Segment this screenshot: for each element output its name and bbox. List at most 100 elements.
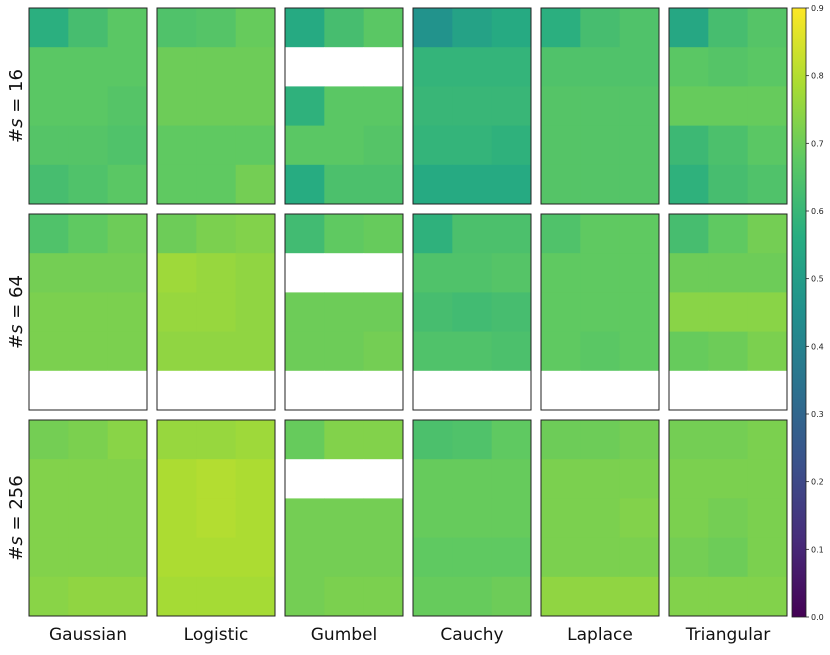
heatmap-cell (619, 576, 660, 617)
heatmap-cell (452, 331, 493, 372)
heatmap-cell (363, 292, 404, 332)
heatmap-cell (541, 292, 581, 332)
heatmap-cell (29, 576, 69, 617)
column-label: Gumbel (311, 625, 377, 645)
column-label: Laplace (567, 625, 633, 645)
heatmap-cell (29, 125, 69, 166)
heatmap-cell (324, 459, 365, 499)
heatmap-cell (491, 253, 532, 293)
heatmap-cell (541, 537, 581, 578)
heatmap-cell (107, 8, 148, 48)
heatmap-cell (580, 537, 621, 578)
heatmap-panel (540, 419, 660, 617)
heatmap-cell (413, 253, 453, 293)
heatmap-cell (669, 537, 709, 578)
heatmap-cell (157, 370, 197, 411)
heatmap-cell (157, 331, 197, 372)
heatmap-cell (580, 292, 621, 332)
heatmap-cell (363, 459, 404, 499)
panel-frame (540, 213, 660, 411)
heatmap-cell (196, 292, 237, 332)
heatmap-cell (363, 86, 404, 126)
heatmap-cell (708, 537, 749, 578)
heatmap-cell (107, 370, 148, 411)
colorbar-tick-label: 0.1 (811, 545, 824, 554)
heatmap-cell (68, 370, 109, 411)
heatmap-cell (413, 47, 453, 87)
heatmap-cell (747, 370, 788, 411)
heatmap-cell (363, 125, 404, 166)
heatmap-cell (708, 459, 749, 499)
heatmap-cell (107, 537, 148, 578)
heatmap-cell (29, 498, 69, 538)
heatmap-cell (708, 253, 749, 293)
colorbar-tick-label: 0.7 (811, 139, 824, 148)
heatmap-cell (68, 164, 109, 205)
heatmap-cell (708, 214, 749, 254)
heatmap-cell (413, 498, 453, 538)
heatmap-cell (196, 47, 237, 87)
heatmap-cell (580, 164, 621, 205)
heatmap-cell (669, 576, 709, 617)
heatmap-cell (324, 292, 365, 332)
panel-frame (668, 7, 788, 205)
heatmap-cell (324, 47, 365, 87)
panel-frame (284, 419, 404, 617)
heatmap-cell (708, 164, 749, 205)
heatmap-cell (452, 420, 493, 460)
heatmap-cell (285, 498, 325, 538)
heatmap-cell (285, 47, 325, 87)
heatmap-cell (107, 47, 148, 87)
heatmap-cell (363, 164, 404, 205)
heatmap-cell (452, 292, 493, 332)
heatmap-cell (157, 420, 197, 460)
heatmap-cell (157, 164, 197, 205)
heatmap-panel (28, 419, 148, 617)
heatmap-cell (580, 370, 621, 411)
heatmap-cell (747, 331, 788, 372)
heatmap-cell (196, 420, 237, 460)
heatmap-cell (363, 47, 404, 87)
heatmap-cell (285, 292, 325, 332)
heatmap-cell (157, 459, 197, 499)
panel-frame (156, 213, 276, 411)
heatmap-cell (580, 47, 621, 87)
heatmap-cell (196, 331, 237, 372)
heatmap-cell (619, 86, 660, 126)
heatmap-cell (107, 125, 148, 166)
heatmap-panel (668, 7, 788, 205)
heatmap-cell (363, 420, 404, 460)
heatmap-cell (452, 253, 493, 293)
heatmap-cell (619, 8, 660, 48)
heatmap-cell (669, 420, 709, 460)
panel-frame (412, 213, 532, 411)
heatmap-cell (29, 292, 69, 332)
heatmap-cell (580, 253, 621, 293)
heatmap-cell (708, 47, 749, 87)
heatmap-cell (196, 86, 237, 126)
heatmap-cell (157, 8, 197, 48)
heatmap-cell (452, 86, 493, 126)
heatmap-cell (452, 498, 493, 538)
heatmap-cell (29, 331, 69, 372)
heatmap-cell (285, 125, 325, 166)
heatmap-cell (669, 47, 709, 87)
heatmap-cell (669, 370, 709, 411)
heatmap-panel (156, 213, 276, 411)
heatmap-cell (747, 125, 788, 166)
heatmap-cell (68, 8, 109, 48)
heatmap-cell (491, 331, 532, 372)
panel-frame (284, 7, 404, 205)
heatmap-cell (669, 86, 709, 126)
heatmap-cell (708, 331, 749, 372)
heatmap-cell (747, 576, 788, 617)
heatmap-cell (747, 253, 788, 293)
heatmap-cell (235, 47, 276, 87)
panel-frame (412, 7, 532, 205)
heatmap-cell (285, 86, 325, 126)
heatmap-cell (541, 164, 581, 205)
heatmap-cell (107, 253, 148, 293)
heatmap-cell (669, 292, 709, 332)
heatmap-cell (196, 214, 237, 254)
heatmap-cell (285, 253, 325, 293)
